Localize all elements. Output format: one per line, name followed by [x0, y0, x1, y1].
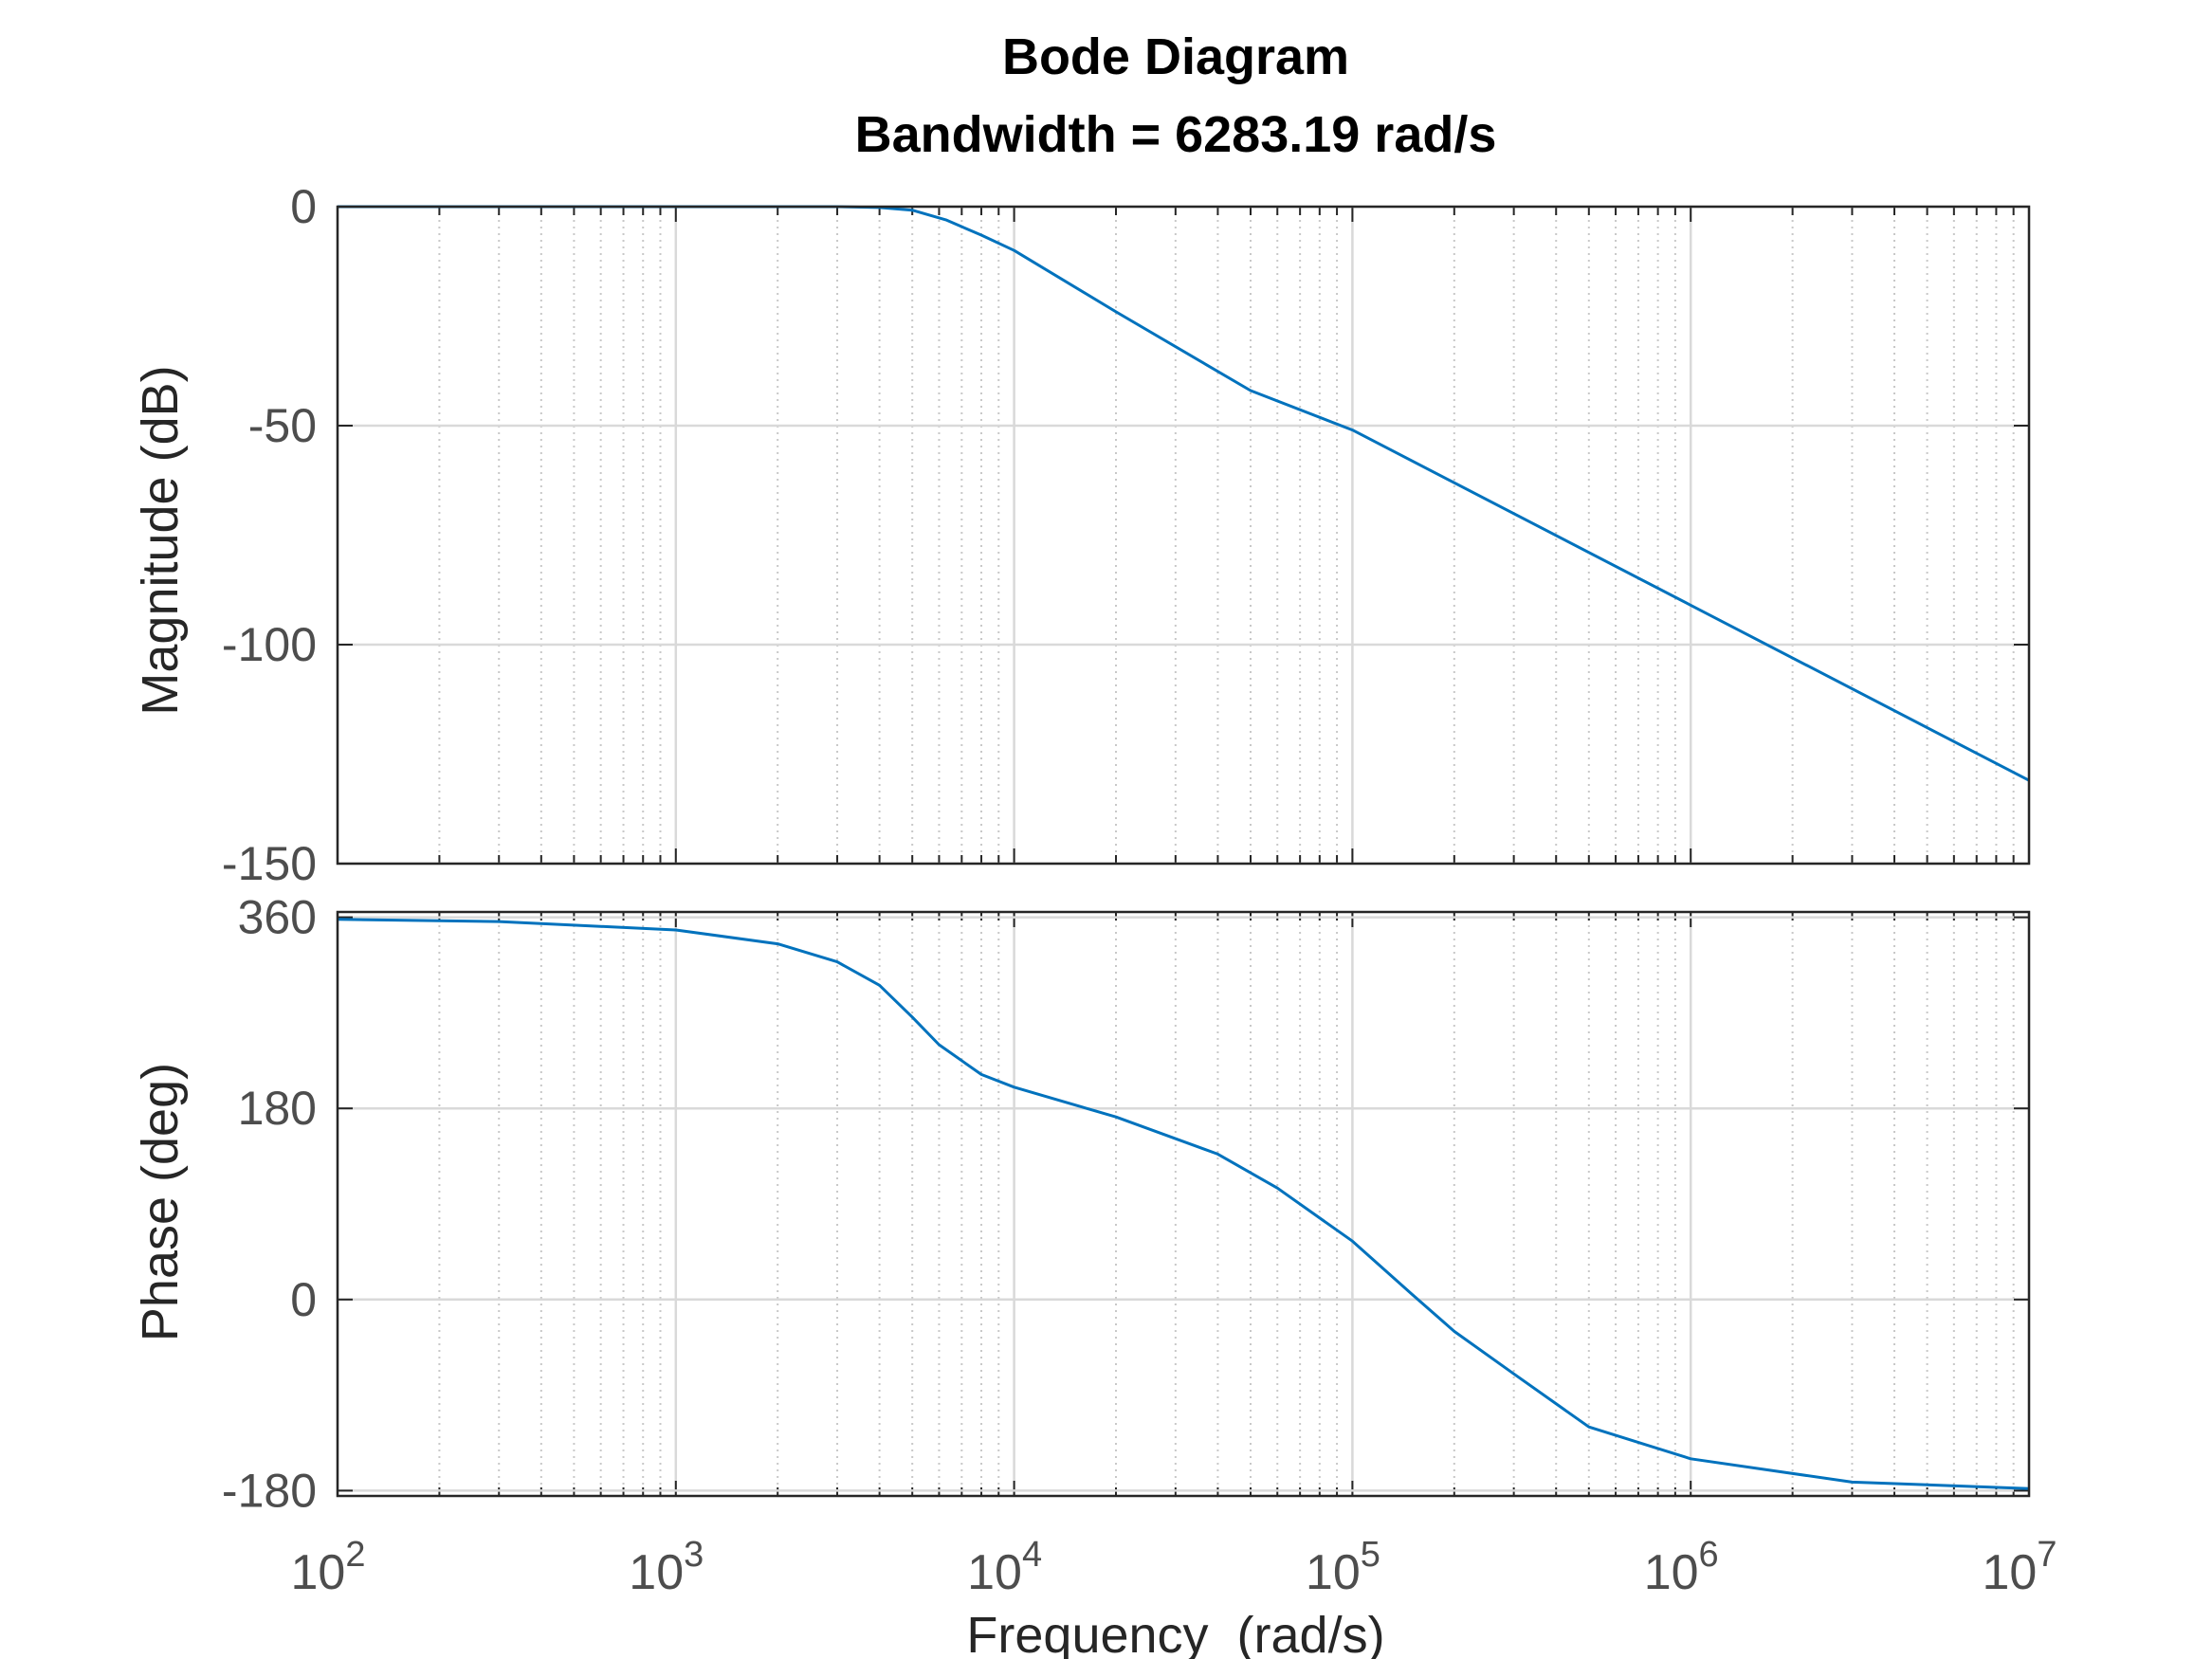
phase-y-tick-label: 180	[238, 1082, 317, 1135]
magnitude-y-tick-label: -100	[222, 618, 317, 671]
magnitude-y-tick-label: -50	[248, 399, 317, 452]
x-tick-label: 105	[1306, 1535, 1380, 1600]
x-tick-label: 104	[967, 1535, 1042, 1600]
chart-title: Bode Diagram	[1002, 28, 1349, 85]
magnitude-axes-box	[336, 205, 2031, 866]
x-tick-label: 106	[1644, 1535, 1719, 1600]
magnitude-y-tick-label: 0	[290, 180, 317, 233]
phase-curve	[337, 918, 2030, 1490]
magnitude-axes: 0 -50 -100 -150	[222, 180, 2031, 890]
magnitude-ylabel: Magnitude (dB)	[132, 365, 189, 715]
magnitude-curve	[338, 205, 2030, 782]
x-axis-label: Frequency (rad/s)	[966, 1607, 1384, 1659]
phase-axes-box	[336, 910, 2031, 1498]
x-tick-label: 107	[1983, 1535, 2057, 1600]
phase-y-tick-label: -180	[222, 1464, 317, 1517]
phase-axes: 360 180 0 -180	[222, 891, 2031, 1517]
magnitude-y-tick-label: -150	[222, 837, 317, 890]
x-tick-label: 102	[291, 1535, 366, 1600]
chart-subtitle: Bandwidth = 6283.19 rad/s	[855, 106, 1497, 163]
x-tick-label: 103	[629, 1535, 704, 1600]
phase-y-tick-label: 0	[290, 1273, 317, 1326]
x-tick-labels: 102 103 104 105 106 107	[291, 1535, 2057, 1600]
phase-ylabel: Phase (deg)	[132, 1063, 189, 1341]
phase-y-tick-label: 360	[238, 891, 317, 944]
